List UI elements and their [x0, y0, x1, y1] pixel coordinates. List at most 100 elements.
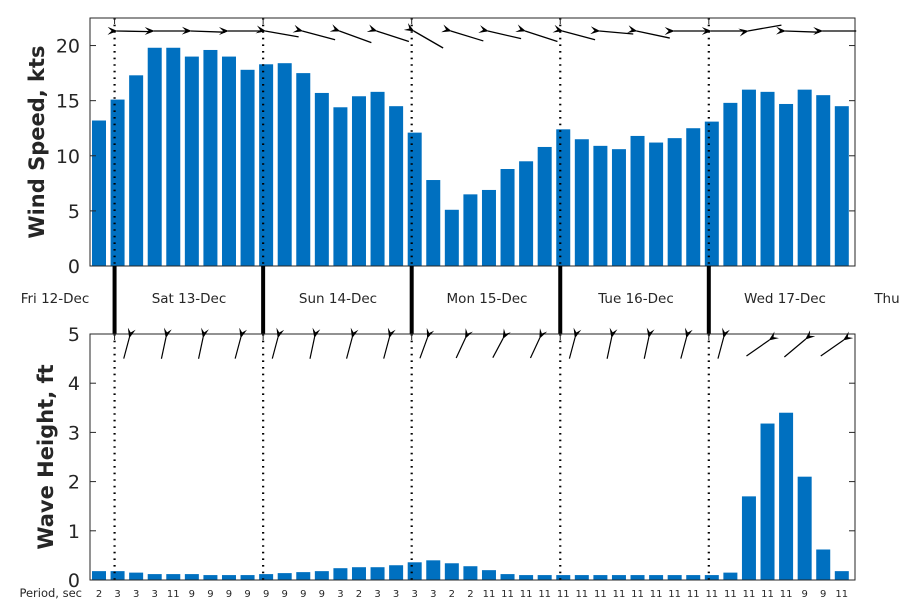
- wave-bar: [686, 575, 701, 580]
- day-label: Mon 15-Dec: [447, 291, 528, 307]
- wind-y-axis-label: Wind Speed, kts: [25, 45, 49, 238]
- wind-bar: [519, 161, 534, 266]
- wind-bar: [351, 96, 366, 266]
- day-labels-strip: Fri 12-Dec Sat 13-Dec Sun 14-Dec Mon 15-Dec…: [21, 266, 900, 334]
- wave-direction-arrow: [234, 327, 248, 359]
- y-tick-label: 5: [68, 324, 80, 346]
- y-tick-label: 3: [68, 422, 80, 444]
- wave-bar: [370, 567, 385, 580]
- period-label: 11: [520, 589, 533, 600]
- day-label: Sat 13-Dec: [152, 291, 227, 307]
- wind-bar: [296, 73, 311, 266]
- wave-bar: [481, 570, 496, 580]
- wind-bar: [277, 63, 292, 266]
- y-tick-label: 20: [56, 36, 80, 58]
- wind-direction-arrow: [590, 26, 634, 35]
- wind-bar: [834, 106, 849, 266]
- wind-bar: [574, 139, 589, 266]
- wind-bar: [481, 189, 496, 266]
- wave-bar: [760, 423, 775, 580]
- period-label: 9: [189, 589, 195, 600]
- wind-bar: [500, 169, 515, 266]
- wind-bar: [92, 120, 106, 266]
- period-label: 11: [761, 589, 774, 600]
- wind-bar: [314, 92, 329, 266]
- period-label: 9: [244, 589, 250, 600]
- wind-bar: [240, 69, 255, 266]
- wave-bar: [351, 567, 366, 580]
- y-tick-label: 1: [68, 521, 80, 543]
- wave-bar: [426, 560, 441, 580]
- period-label: 11: [631, 589, 644, 600]
- period-label: 9: [300, 589, 306, 600]
- period-label: 11: [835, 589, 848, 600]
- wind-direction-arrow: [478, 25, 522, 40]
- wave-bar: [184, 574, 199, 580]
- period-label: 2: [356, 589, 362, 600]
- wind-bar: [259, 64, 274, 266]
- period-label: 3: [374, 589, 380, 600]
- period-label: 3: [133, 589, 139, 600]
- wave-bar: [519, 575, 534, 580]
- wave-bar: [389, 565, 404, 580]
- y-tick-label: 5: [68, 201, 80, 223]
- period-label: 9: [226, 589, 232, 600]
- wave-bar: [834, 571, 849, 580]
- period-label: 2: [96, 589, 102, 600]
- wind-bar: [333, 107, 348, 266]
- wind-bar: [184, 56, 199, 267]
- day-label: Fri 12-Dec: [21, 291, 90, 307]
- wave-bar: [221, 575, 236, 580]
- day-label: Wed 17-Dec: [744, 291, 826, 307]
- wave-bar: [741, 496, 756, 580]
- wind-bar: [816, 95, 831, 267]
- wave-bar: [704, 575, 719, 580]
- wind-bar: [110, 99, 125, 266]
- wind-direction-arrow: [552, 24, 596, 41]
- wave-direction-arrow: [419, 327, 435, 359]
- wave-bar: [296, 572, 311, 580]
- wind-bar: [611, 149, 626, 266]
- wave-direction-arrow: [383, 327, 396, 359]
- wave-direction-arrow: [492, 328, 511, 358]
- period-label: 2: [467, 589, 473, 600]
- wind-direction-arrow: [255, 25, 299, 38]
- wave-bar: [779, 412, 794, 580]
- period-label: 11: [501, 589, 514, 600]
- wave-bar: [92, 571, 106, 580]
- wind-axes-box: [89, 17, 856, 267]
- wave-direction-arrow: [271, 327, 285, 359]
- wind-bar: [463, 194, 478, 266]
- y-tick-label: 15: [56, 91, 80, 113]
- period-label: 11: [575, 589, 588, 600]
- wave-direction-arrow: [680, 327, 693, 359]
- period-label: 9: [820, 589, 826, 600]
- period-label: 9: [319, 589, 325, 600]
- wave-bar: [611, 575, 626, 580]
- y-tick-label: 4: [68, 373, 80, 395]
- wind-bar: [426, 180, 441, 266]
- period-label: 11: [483, 589, 496, 600]
- wave-direction-arrow: [345, 327, 359, 359]
- wind-direction-arrow: [775, 26, 820, 35]
- y-tick-label: 0: [68, 256, 80, 278]
- wave-bar: [110, 571, 125, 580]
- wind-direction-arrow: [441, 24, 484, 42]
- wind-bar: [444, 209, 459, 266]
- wind-direction-arrow: [626, 25, 670, 39]
- period-label: 11: [538, 589, 551, 600]
- wave-bar: [667, 575, 682, 580]
- wave-direction-arrow: [309, 327, 321, 359]
- wind-bar: [389, 106, 404, 266]
- wave-direction-arrow: [820, 331, 854, 357]
- wave-direction-arrow: [160, 327, 172, 359]
- wind-bar: [147, 47, 162, 267]
- wave-direction-arrow: [717, 327, 730, 359]
- wind-bar: [630, 135, 645, 266]
- period-label: 3: [114, 589, 120, 600]
- wind-bar: [203, 49, 218, 266]
- wave-bar: [649, 575, 664, 580]
- period-label: 11: [557, 589, 570, 600]
- period-label: 11: [743, 589, 756, 600]
- wave-bar: [203, 575, 218, 580]
